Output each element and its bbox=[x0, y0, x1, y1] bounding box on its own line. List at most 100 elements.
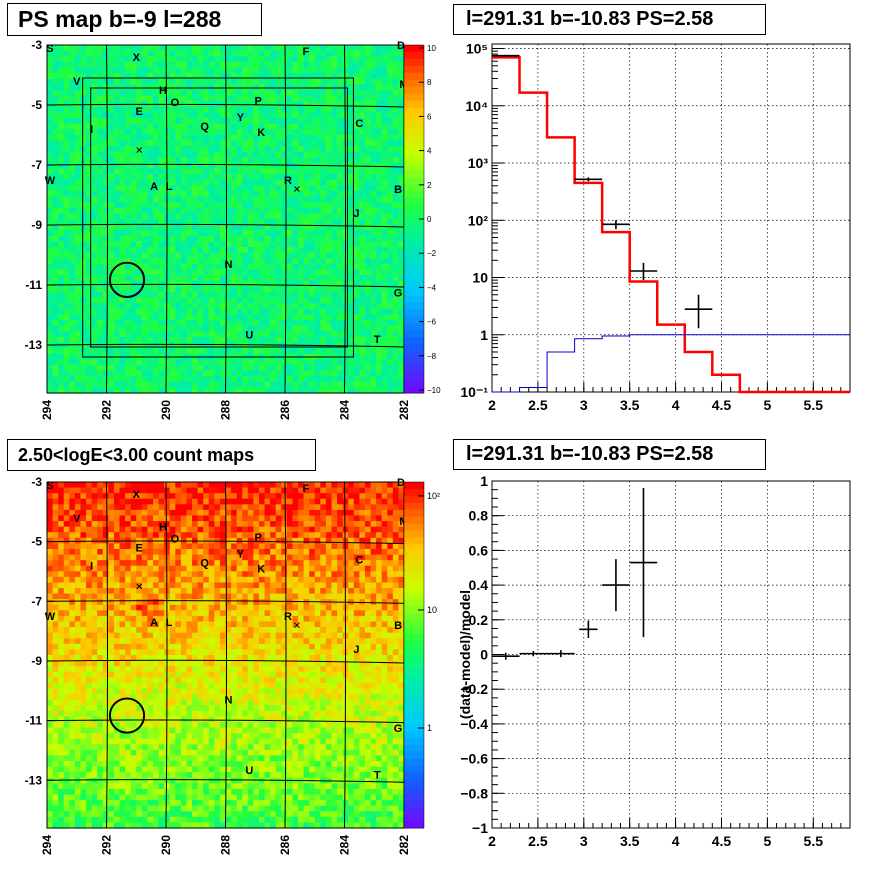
tl-source-label-X: X bbox=[133, 52, 141, 64]
tl-source-label-E: E bbox=[136, 106, 143, 118]
tl-marker bbox=[294, 186, 300, 192]
tr-data-point bbox=[492, 54, 520, 57]
br-ytick-label: −0.8 bbox=[460, 785, 488, 801]
tl-xtick-label: 290 bbox=[159, 400, 173, 420]
bl-source-label-Q: Q bbox=[200, 558, 209, 570]
br-data-point bbox=[547, 650, 575, 658]
tl-xtick-label: 284 bbox=[338, 400, 352, 420]
bl-source-label-C: C bbox=[355, 555, 363, 567]
bl-ytick-label: -13 bbox=[25, 773, 43, 787]
bl-ytick-label: -7 bbox=[31, 594, 42, 608]
tl-colorbar-tick: −4 bbox=[427, 283, 437, 292]
tl-ytick-label: -9 bbox=[31, 218, 42, 232]
bl-source-label-L: L bbox=[166, 617, 173, 629]
tl-source-label-S: S bbox=[46, 43, 53, 55]
bl-marker bbox=[136, 583, 143, 590]
br-ylabel: (data-model)/model bbox=[457, 590, 473, 719]
tr-plot: 2 2.5 3 3.5 4 4.5 5 5.5 10⁻¹ 1 10 10² 10³ 10⁴ 10⁵ bbox=[460, 41, 851, 413]
tl-source-label-Y: Y bbox=[237, 112, 245, 124]
tl-source-label-C: C bbox=[355, 118, 363, 130]
bl-source-label-G: G bbox=[394, 723, 403, 735]
tl-xtick-label: 294 bbox=[40, 400, 54, 420]
bl-source-label-T: T bbox=[374, 769, 381, 781]
tl-marker bbox=[136, 147, 143, 153]
tr-ytick-label: 10² bbox=[468, 212, 489, 228]
bl-source-label-I: I bbox=[90, 561, 93, 573]
tl-colorbar-tick: −8 bbox=[427, 352, 437, 361]
bl-xtick-label: 282 bbox=[397, 835, 411, 855]
bl-source-label-X: X bbox=[133, 489, 141, 501]
tl-source-label-I: I bbox=[90, 124, 93, 136]
tr-model-histogram bbox=[492, 56, 850, 394]
tl-source-label-V: V bbox=[73, 76, 81, 88]
tr-ytick-label: 10⁻¹ bbox=[460, 384, 488, 400]
tr-ytick-label: 10 bbox=[472, 270, 488, 286]
tr-xtick-label: 3.5 bbox=[620, 397, 640, 413]
bl-source-label-D: D bbox=[397, 477, 405, 489]
tl-source-label-Q: Q bbox=[200, 121, 209, 133]
bl-colorbar-tick: 10² bbox=[427, 491, 440, 501]
tl-source-label-W: W bbox=[45, 175, 56, 187]
bl-ytick-label: -11 bbox=[25, 714, 42, 728]
br-xtick-label: 4.5 bbox=[712, 833, 732, 849]
bl-xtick-label: 284 bbox=[338, 835, 352, 855]
tl-source-label-L: L bbox=[166, 181, 173, 193]
tl-colorbar-tick: 6 bbox=[427, 112, 432, 121]
tr-ytick-label: 10⁴ bbox=[466, 98, 489, 114]
tl-colorbar-tick: 2 bbox=[427, 181, 432, 190]
tr-xtick-label: 5.5 bbox=[804, 397, 824, 413]
tl-source-label-T: T bbox=[374, 334, 381, 346]
bl-source-label-N: N bbox=[224, 695, 232, 707]
br-ytick-label: 0.4 bbox=[469, 577, 489, 593]
tr-plot-area bbox=[491, 43, 851, 393]
bl-source-label-H: H bbox=[159, 522, 167, 534]
bl-xtick-label: 294 bbox=[40, 835, 54, 855]
tr-ytick-label: 10⁵ bbox=[466, 41, 488, 57]
bl-xtick-label: 290 bbox=[159, 835, 173, 855]
bl-map: SXFDVMHOPEYQCKIWALRBJNGUT-3-5-7-9-11-132… bbox=[25, 475, 440, 855]
bl-xtick-label: 286 bbox=[278, 835, 292, 855]
tl-source-label-P: P bbox=[255, 96, 262, 108]
bl-panel-title: 2.50<logE<3.00 count maps bbox=[7, 439, 316, 471]
tl-xtick-label: 288 bbox=[219, 400, 233, 420]
br-xtick-label: 2.5 bbox=[528, 833, 548, 849]
bl-marker bbox=[294, 622, 300, 629]
tl-source-label-B: B bbox=[394, 184, 402, 196]
tl-source-label-R: R bbox=[284, 175, 292, 187]
bl-source-label-E: E bbox=[136, 543, 143, 555]
br-xtick-label: 4 bbox=[672, 833, 680, 849]
bl-source-label-B: B bbox=[394, 620, 402, 632]
tl-colorbar-tick: 4 bbox=[427, 147, 432, 156]
br-data-point bbox=[492, 652, 520, 660]
tr-data-point bbox=[602, 220, 630, 230]
tr-xtick-label: 4.5 bbox=[712, 397, 732, 413]
tl-colorbar: 10 8 6 4 2 0 −2 −4 −6 −8 −10 bbox=[403, 44, 441, 395]
bl-colorbar: 10² 10 1 bbox=[403, 481, 440, 829]
br-ytick-label: 0.2 bbox=[469, 612, 489, 628]
br-gridlines bbox=[492, 481, 850, 828]
tr-data-point bbox=[684, 294, 713, 329]
tl-coordinate-grid bbox=[46, 44, 406, 394]
br-ytick-label: 0.6 bbox=[469, 542, 489, 558]
tl-psf-circle bbox=[108, 261, 146, 298]
tl-source-label-A: A bbox=[150, 181, 158, 193]
tr-ytick-label: 10³ bbox=[468, 155, 489, 171]
tl-xtick-label: 282 bbox=[397, 400, 411, 420]
tl-source-label-F: F bbox=[302, 46, 309, 58]
br-ytick-label: −0.2 bbox=[460, 681, 488, 697]
br-xtick-label: 5.5 bbox=[804, 833, 824, 849]
bl-coordinate-grid bbox=[46, 481, 406, 829]
tl-ytick-label: -3 bbox=[31, 38, 42, 52]
tl-panel-title: PS map b=-9 l=288 bbox=[7, 3, 262, 36]
tr-xtick-label: 5 bbox=[763, 397, 771, 413]
tr-xtick-label: 4 bbox=[672, 397, 680, 413]
tl-colorbar-tick: −2 bbox=[427, 249, 437, 258]
tr-xtick-label: 3 bbox=[580, 397, 588, 413]
tl-heatmap-cells bbox=[47, 45, 405, 394]
tl-colorbar-tick: 10 bbox=[427, 44, 436, 53]
bl-colorbar-tick: 10 bbox=[427, 605, 437, 615]
tr-xtick-label: 2 bbox=[488, 397, 496, 413]
tr-background-histogram bbox=[492, 334, 850, 393]
tl-xtick-label: 292 bbox=[100, 400, 114, 420]
